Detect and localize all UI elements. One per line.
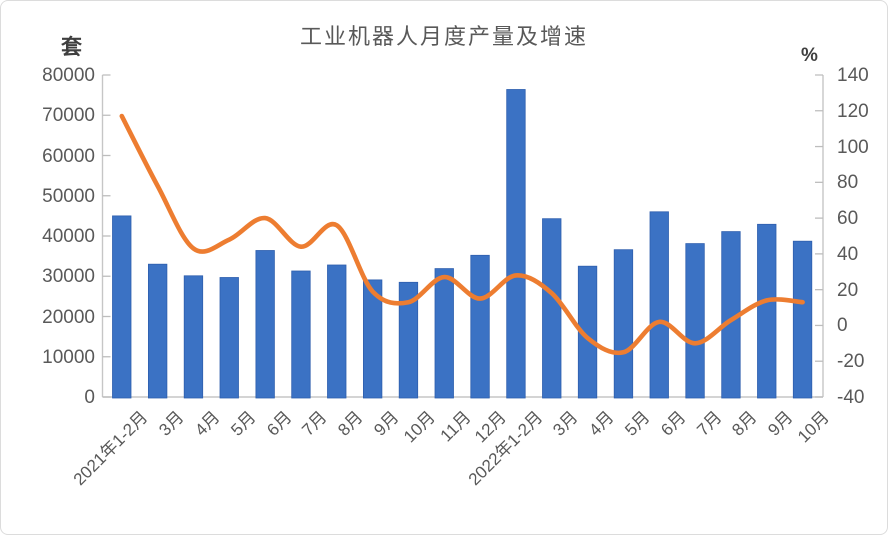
right-axis-tick-label: 100 (837, 136, 869, 158)
production-bar (112, 215, 132, 399)
production-bar (434, 268, 454, 399)
chart-title: 工业机器人月度产量及增速 (299, 24, 588, 49)
left-axis-tick-label: 70000 (42, 105, 95, 127)
production-bar (398, 281, 419, 399)
right-axis-tick-label: -20 (837, 351, 865, 373)
production-bar (506, 89, 526, 399)
right-axis-tick-label: -40 (837, 387, 865, 408)
production-bar (219, 277, 239, 399)
left-axis-tick-label: 20000 (42, 306, 95, 328)
right-axis-tick-label: 120 (837, 100, 869, 122)
production-bar (792, 240, 813, 399)
left-axis-unit-label: 套 (61, 36, 82, 59)
right-axis-unit-label: % (801, 45, 818, 66)
production-bar (327, 264, 347, 399)
production-bar (542, 218, 562, 399)
growth-rate-line (119, 113, 805, 356)
production-bar (147, 263, 168, 399)
left-axis-tick-label: 30000 (42, 266, 95, 288)
left-axis-tick-label: 50000 (42, 185, 95, 207)
production-bar (255, 250, 275, 399)
left-axis-tick-label: 0 (84, 387, 95, 408)
production-bar (362, 279, 383, 399)
right-axis-tick-label: 40 (837, 243, 859, 265)
production-bar (291, 270, 311, 399)
production-bar (183, 275, 204, 399)
right-axis-tick-label: 20 (837, 279, 859, 301)
production-bar (649, 211, 669, 399)
right-axis-tick-label: 60 (837, 208, 859, 230)
right-axis-tick-label: 0 (837, 315, 848, 337)
production-bar (470, 254, 490, 399)
left-axis-tick-label: 10000 (42, 346, 95, 368)
left-axis-tick-label: 40000 (42, 226, 95, 247)
production-bar (685, 243, 705, 399)
right-axis-tick-label: 140 (837, 65, 869, 86)
production-bar (757, 223, 777, 399)
production-bar (613, 249, 634, 399)
left-axis-tick-label: 80000 (42, 65, 95, 86)
production-bar (577, 265, 598, 399)
left-axis-tick-label: 60000 (42, 145, 95, 167)
right-axis-tick-label: 80 (837, 172, 859, 194)
